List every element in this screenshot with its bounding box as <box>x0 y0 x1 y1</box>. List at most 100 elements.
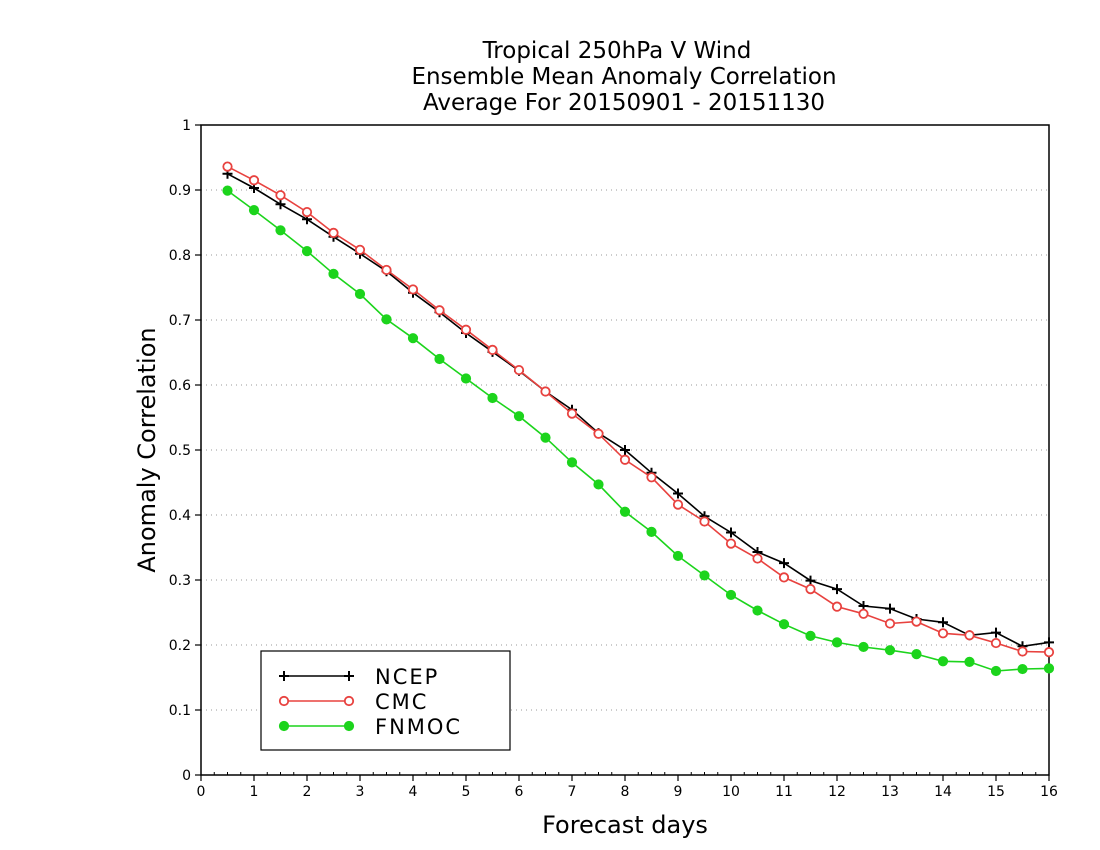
data-point-ncep <box>726 527 736 538</box>
series-line-cmc <box>227 165 1050 653</box>
data-point-fnmoc <box>275 225 286 236</box>
data-point-fnmoc <box>222 185 233 196</box>
data-point-fnmoc <box>752 605 763 616</box>
data-point-cmc <box>222 161 233 172</box>
legend-marker-cmc <box>278 695 290 707</box>
data-point-fnmoc <box>434 353 445 365</box>
legend-label-ncep: NCEP <box>375 665 439 689</box>
data-point-cmc <box>937 628 949 639</box>
chart-title-line-1: Tropical 250hPa V Wind <box>482 38 752 64</box>
legend-marker-ncep <box>279 671 289 681</box>
data-point-cmc <box>566 408 578 419</box>
x-tick-label: 1 <box>250 784 259 800</box>
data-point-ncep <box>275 199 286 210</box>
y-tick-label: 0.2 <box>169 638 191 654</box>
x-tick-label: 16 <box>1040 784 1058 800</box>
data-point-cmc <box>884 618 896 629</box>
x-tick-label: 10 <box>722 784 740 800</box>
data-point-fnmoc <box>884 645 896 656</box>
x-tick-label: 7 <box>568 784 577 800</box>
legend-marker-cmc <box>343 695 355 707</box>
data-point-fnmoc <box>487 392 498 404</box>
data-point-cmc <box>275 190 286 201</box>
data-point-cmc <box>831 601 843 612</box>
data-point-fnmoc <box>381 314 392 325</box>
data-point-ncep <box>938 617 948 628</box>
chart-title-line-3: Average For 20150901 - 20151130 <box>423 90 825 116</box>
data-point-cmc <box>328 227 339 238</box>
legend-marker-fnmoc <box>343 720 355 732</box>
data-point-cmc <box>593 428 604 439</box>
data-point-fnmoc <box>460 373 472 384</box>
data-point-cmc <box>1017 646 1028 657</box>
data-point-cmc <box>1043 647 1055 658</box>
data-point-cmc <box>460 324 472 335</box>
series-line-ncep <box>227 173 1050 648</box>
data-point-cmc <box>301 207 313 218</box>
data-point-cmc <box>434 305 445 316</box>
data-point-fnmoc <box>699 570 710 581</box>
legend-label-cmc: CMC <box>375 690 428 714</box>
data-point-fnmoc <box>301 246 313 257</box>
x-tick-label: 12 <box>828 784 846 800</box>
y-tick-label: 0.1 <box>169 703 191 719</box>
data-point-fnmoc <box>725 589 737 601</box>
x-tick-label: 6 <box>515 784 524 800</box>
data-point-cmc <box>805 583 816 595</box>
y-tick-label: 0.9 <box>169 183 191 199</box>
data-point-cmc <box>513 364 525 376</box>
data-point-cmc <box>646 472 657 483</box>
data-point-fnmoc <box>990 665 1002 677</box>
data-point-fnmoc <box>566 457 578 468</box>
data-point-fnmoc <box>1043 663 1055 674</box>
series-fnmoc <box>222 185 1055 677</box>
data-point-fnmoc <box>593 479 604 490</box>
x-tick-label: 15 <box>987 784 1005 800</box>
y-tick-label: 0.4 <box>169 508 191 524</box>
data-point-fnmoc <box>328 268 339 279</box>
data-point-cmc <box>699 516 710 527</box>
y-tick-label: 0 <box>182 768 191 784</box>
data-point-cmc <box>619 454 631 465</box>
data-point-fnmoc <box>831 637 843 648</box>
x-tick-label: 11 <box>775 784 793 800</box>
legend-label-fnmoc: FNMOC <box>375 715 462 739</box>
data-point-cmc <box>248 175 260 186</box>
data-point-cmc <box>487 344 498 355</box>
data-point-fnmoc <box>646 526 657 538</box>
data-point-ncep <box>620 445 630 455</box>
x-tick-label: 5 <box>462 784 471 800</box>
data-point-fnmoc <box>964 656 975 668</box>
data-point-cmc <box>725 538 737 549</box>
data-point-ncep <box>779 558 789 569</box>
data-point-cmc <box>540 386 551 397</box>
data-point-cmc <box>964 630 975 641</box>
series-layer <box>222 161 1055 677</box>
data-point-ncep <box>991 627 1001 638</box>
data-point-fnmoc <box>672 550 684 562</box>
data-point-fnmoc <box>354 288 366 300</box>
series-line-fnmoc <box>227 189 1050 672</box>
data-point-cmc <box>672 499 684 510</box>
x-tick-label: 14 <box>934 784 952 800</box>
data-point-fnmoc <box>513 411 525 422</box>
x-tick-label: 8 <box>621 784 630 800</box>
x-tick-label: 13 <box>881 784 899 800</box>
x-tick-label: 4 <box>409 784 418 800</box>
data-point-fnmoc <box>407 333 419 344</box>
data-point-fnmoc <box>937 656 949 667</box>
y-tick-label: 0.5 <box>169 443 191 459</box>
x-tick-label: 2 <box>303 784 312 800</box>
y-tick-label: 0.3 <box>169 573 191 589</box>
x-tick-label: 0 <box>197 784 206 800</box>
data-point-cmc <box>990 637 1002 649</box>
y-tick-label: 0.8 <box>169 248 191 264</box>
legend-marker-fnmoc <box>278 720 290 732</box>
data-point-cmc <box>381 264 392 276</box>
data-point-cmc <box>407 284 419 295</box>
y-tick-label: 1 <box>182 118 191 134</box>
legend-marker-ncep <box>344 671 354 681</box>
data-point-fnmoc <box>248 205 260 216</box>
